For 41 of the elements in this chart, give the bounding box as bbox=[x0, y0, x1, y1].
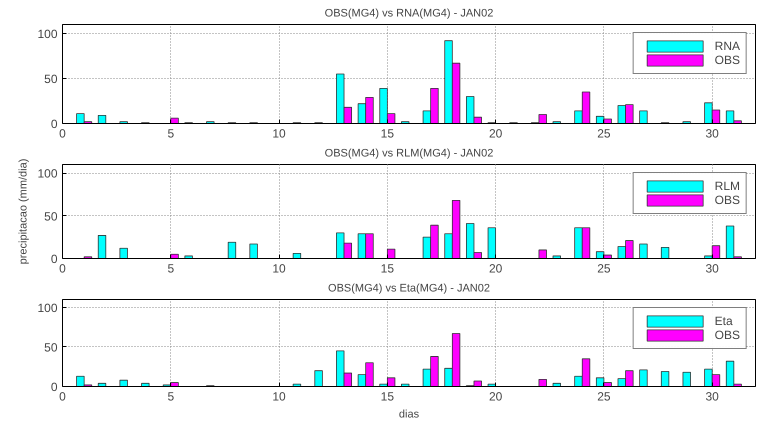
x-tick-label: 20 bbox=[488, 262, 503, 276]
x-tick-label: 25 bbox=[597, 126, 611, 140]
x-tick-label: 15 bbox=[380, 126, 394, 140]
x-tick-label: 15 bbox=[380, 390, 394, 404]
x-tick-label: 0 bbox=[59, 390, 66, 404]
x-tick-label: 10 bbox=[272, 390, 286, 404]
x-tick-label: 25 bbox=[597, 262, 611, 276]
x-tick-label: 25 bbox=[597, 390, 611, 404]
y-axis-title: precipitacao (mm/dia) bbox=[17, 158, 30, 264]
x-tick-label: 5 bbox=[167, 126, 174, 140]
legend-label: OBS bbox=[714, 53, 740, 67]
chart-title: OBS(MG4) vs RLM(MG4) - JAN02 bbox=[324, 148, 494, 160]
y-tick-label: 100 bbox=[37, 27, 58, 41]
y-tick-label: 50 bbox=[44, 209, 58, 224]
legend-label: RLM bbox=[714, 179, 740, 193]
x-tick-label: 10 bbox=[272, 262, 286, 276]
x-tick-label: 5 bbox=[167, 262, 174, 276]
chart-title: OBS(MG4) vs Eta(MG4) - JAN02 bbox=[328, 282, 490, 294]
x-tick-label: 0 bbox=[59, 126, 66, 140]
x-tick-label: 0 bbox=[59, 262, 66, 276]
chart-title: OBS(MG4) vs RNA(MG4) - JAN02 bbox=[324, 8, 494, 20]
y-tick-label: 0 bbox=[50, 252, 58, 266]
x-axis-title: dias bbox=[398, 408, 420, 420]
legend-label: RNA bbox=[714, 39, 740, 53]
y-tick-label: 100 bbox=[37, 166, 58, 181]
x-tick-label: 5 bbox=[167, 390, 174, 404]
x-tick-label: 15 bbox=[380, 262, 394, 276]
y-tick-label: 0 bbox=[50, 117, 58, 131]
x-tick-label: 30 bbox=[706, 126, 720, 140]
y-tick-label: 50 bbox=[44, 340, 58, 354]
x-tick-label: 30 bbox=[706, 390, 720, 404]
x-tick-label: 20 bbox=[488, 390, 503, 404]
x-tick-label: 20 bbox=[488, 126, 503, 140]
x-tick-label: 10 bbox=[272, 126, 286, 140]
legend-label: Eta bbox=[714, 314, 734, 328]
y-tick-label: 50 bbox=[44, 72, 58, 86]
y-tick-label: 0 bbox=[50, 380, 58, 394]
y-tick-label: 100 bbox=[37, 300, 58, 315]
x-tick-label: 30 bbox=[706, 262, 720, 276]
legend-label: OBS bbox=[714, 193, 740, 207]
legend-label: OBS bbox=[714, 328, 740, 342]
